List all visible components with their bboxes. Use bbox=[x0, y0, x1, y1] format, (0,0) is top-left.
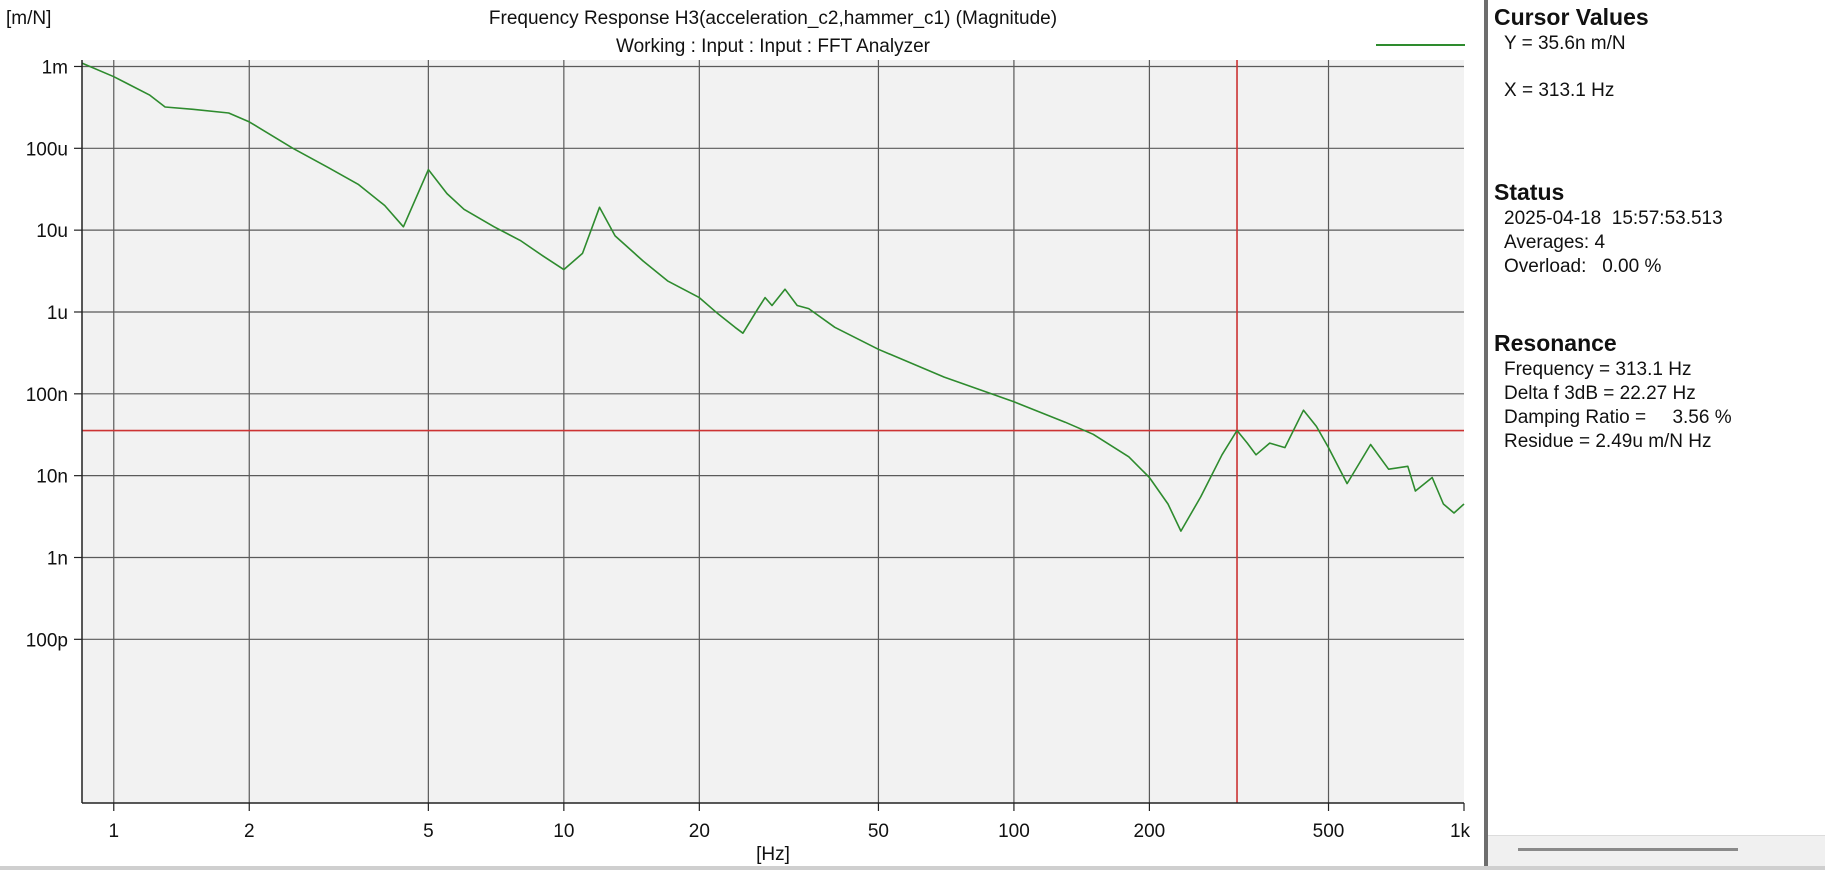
x-tick-labels: 1 2 5 10 20 50 100 200 500 1k bbox=[108, 803, 1471, 842]
cursor-y-value: Y = 35.6n m/N bbox=[1504, 33, 1626, 54]
y-tick-label: 10n bbox=[36, 467, 68, 488]
y-tick-label: 10u bbox=[36, 221, 68, 242]
resonance-residue: Residue = 2.49u m/N Hz bbox=[1504, 431, 1712, 452]
x-tick-label: 200 bbox=[1134, 821, 1166, 842]
x-tick-label: 5 bbox=[423, 821, 434, 842]
window-bottom-edge bbox=[0, 866, 1825, 870]
status-title: Status bbox=[1494, 179, 1565, 205]
chart-title: Frequency Response H3(acceleration_c2,ha… bbox=[489, 8, 1057, 29]
x-tick-label: 500 bbox=[1313, 821, 1345, 842]
plot-background bbox=[82, 60, 1464, 803]
cursor-values-title: Cursor Values bbox=[1494, 4, 1649, 30]
x-tick-label: 100 bbox=[998, 821, 1030, 842]
y-tick-label: 100n bbox=[26, 385, 68, 406]
y-tick-label: 100u bbox=[26, 139, 68, 160]
x-tick-label: 1k bbox=[1450, 821, 1471, 842]
resonance-delta-f: Delta f 3dB = 22.27 Hz bbox=[1504, 383, 1696, 404]
frequency-response-chart[interactable]: 1m 100u 10u 1u 100n 10n 1n 100p 1 2 5 10 20 50 100 200… bbox=[0, 0, 1484, 866]
status-averages: Averages: 4 bbox=[1504, 232, 1606, 253]
resonance-frequency: Frequency = 313.1 Hz bbox=[1504, 359, 1692, 380]
y-tick-labels: 1m 100u 10u 1u 100n 10n 1n 100p bbox=[26, 57, 82, 651]
resonance-title: Resonance bbox=[1494, 330, 1617, 356]
y-tick-label: 1n bbox=[47, 548, 68, 569]
x-tick-label: 2 bbox=[244, 821, 255, 842]
status-datetime: 2025-04-18 15:57:53.513 bbox=[1504, 208, 1723, 229]
chart-canvas[interactable]: 1m 100u 10u 1u 100n 10n 1n 100p 1 2 5 10 20 50 100 200… bbox=[0, 0, 1484, 866]
x-tick-label: 20 bbox=[689, 821, 710, 842]
scrollbar-thumb[interactable] bbox=[1518, 848, 1738, 851]
y-tick-label: 1u bbox=[47, 303, 68, 324]
status-overload: Overload: 0.00 % bbox=[1504, 256, 1662, 277]
y-tick-label: 100p bbox=[26, 630, 68, 651]
frf-magnitude-line bbox=[81, 62, 1465, 532]
y-tick-label: 1m bbox=[42, 57, 68, 78]
cursor-x-value: X = 313.1 Hz bbox=[1504, 80, 1615, 101]
side-panel: Cursor Values Y = 35.6n m/N X = 313.1 Hz… bbox=[1488, 0, 1825, 866]
y-axis-label: [m/N] bbox=[6, 8, 51, 29]
x-axis-label: [Hz] bbox=[756, 844, 790, 865]
panel-splitter[interactable] bbox=[1484, 0, 1488, 866]
resonance-damping-ratio: Damping Ratio = 3.56 % bbox=[1504, 407, 1732, 428]
x-tick-label: 1 bbox=[108, 821, 119, 842]
chart-subtitle: Working : Input : Input : FFT Analyzer bbox=[616, 36, 931, 57]
data-series bbox=[81, 62, 1465, 532]
side-panel-scrollbar[interactable] bbox=[1488, 835, 1825, 866]
grid-lines bbox=[82, 60, 1464, 803]
x-tick-label: 10 bbox=[553, 821, 574, 842]
x-tick-label: 50 bbox=[868, 821, 889, 842]
